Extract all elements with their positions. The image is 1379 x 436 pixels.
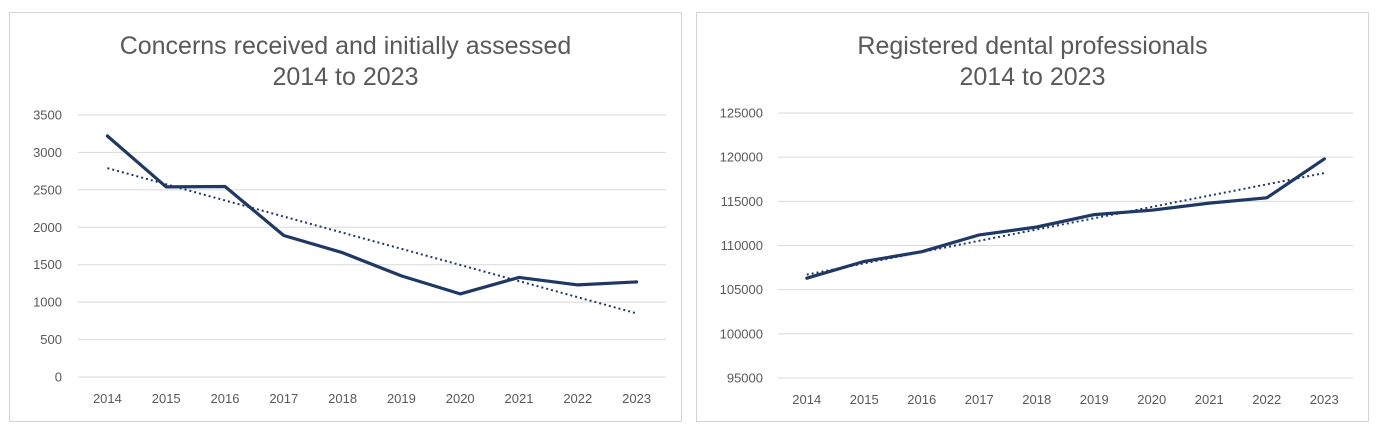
- trendline: [107, 167, 637, 315]
- x-tick-label: 2018: [328, 391, 357, 406]
- chart-title-line1: Registered dental professionals: [857, 32, 1208, 60]
- x-tick-label: 2021: [505, 391, 534, 406]
- chart-title-line1: Concerns received and initially assessed: [119, 32, 572, 60]
- chart-title-line2: 2014 to 2023: [272, 63, 419, 91]
- y-tick-label: 95000: [727, 371, 763, 386]
- y-tick-label: 1500: [33, 257, 62, 272]
- y-tick-label: 2000: [33, 220, 62, 235]
- x-tick-label: 2021: [1195, 392, 1224, 407]
- y-tick-label: 1000: [33, 295, 62, 310]
- y-tick-label: 500: [40, 332, 62, 347]
- x-tick-label: 2023: [622, 391, 651, 406]
- x-tick-label: 2014: [792, 392, 821, 407]
- x-tick-label: 2022: [1252, 392, 1281, 407]
- chart-panel-concerns: Concerns received and initially assessed…: [9, 12, 682, 422]
- y-tick-label: 115000: [721, 194, 763, 209]
- chart-title-line2: 2014 to 2023: [959, 63, 1106, 91]
- chart-title: Registered dental professionals 2014 to …: [697, 31, 1368, 93]
- x-tick-label: 2023: [1310, 392, 1339, 407]
- y-tick-label: 120000: [720, 150, 763, 165]
- y-tick-label: 110000: [721, 238, 763, 253]
- x-tick-label: 2019: [387, 391, 416, 406]
- y-tick-label: 125000: [720, 106, 763, 121]
- x-tick-label: 2018: [1022, 392, 1051, 407]
- x-tick-label: 2015: [850, 392, 879, 407]
- line-chart-registrants: 95000 100000 105000 110000 115000 120000 12500…: [720, 106, 1353, 407]
- x-tick-label: 2017: [965, 392, 994, 407]
- y-tick-label: 2500: [33, 182, 62, 197]
- x-tick-label: 2020: [446, 391, 475, 406]
- y-tick-label: 105000: [720, 282, 763, 297]
- x-tick-label: 2014: [93, 391, 122, 406]
- x-tick-label: 2016: [211, 391, 240, 406]
- chart-panel-registrants: Registered dental professionals 2014 to …: [696, 12, 1369, 422]
- y-tick-label: 100000: [720, 326, 763, 341]
- x-tick-label: 2022: [563, 391, 592, 406]
- x-tick-label: 2019: [1080, 392, 1109, 407]
- x-tick-label: 2015: [152, 391, 181, 406]
- y-tick-label: 3000: [33, 145, 62, 160]
- y-tick-label: 3500: [33, 108, 62, 123]
- chart-title: Concerns received and initially assessed…: [10, 31, 681, 93]
- line-chart-concerns: 0 500 1000 1500 2000 2500 3000 3500 2014 2015 2016…: [33, 108, 666, 406]
- y-tick-label: 0: [55, 370, 62, 385]
- series-line: [105, 134, 639, 296]
- x-tick-label: 2017: [269, 391, 298, 406]
- x-tick-label: 2016: [907, 392, 936, 407]
- series-line: [805, 157, 1326, 280]
- x-tick-label: 2020: [1137, 392, 1166, 407]
